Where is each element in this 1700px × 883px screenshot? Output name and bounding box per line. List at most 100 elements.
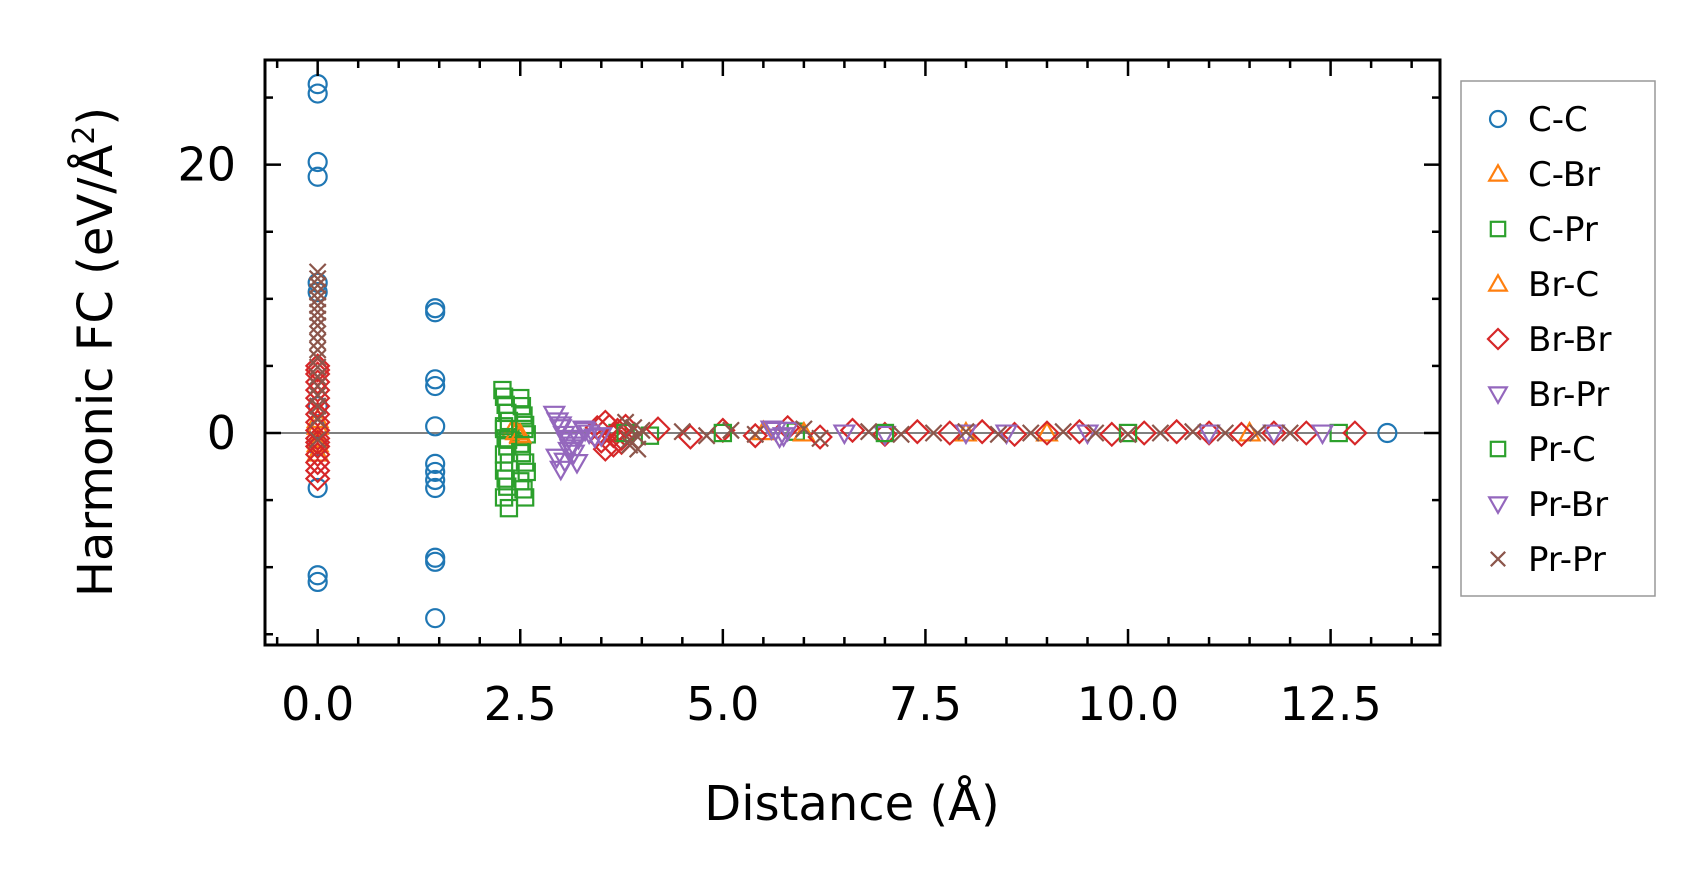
data-point [515, 488, 535, 507]
x-tick-label: 10.0 [1077, 677, 1179, 731]
data-point [512, 396, 532, 416]
data-point [307, 282, 328, 303]
data-point [305, 427, 330, 449]
data-point [304, 377, 331, 403]
data-point [583, 428, 607, 450]
data-point [792, 420, 816, 442]
legend-marker [1488, 109, 1508, 129]
data-point [307, 571, 328, 593]
data-point [308, 332, 327, 351]
y-tick-label: 0 [207, 406, 236, 460]
data-point [807, 424, 833, 450]
data-point [1329, 423, 1348, 443]
data-point [307, 151, 328, 173]
data-point [1163, 418, 1190, 445]
y-axis-label-close: ) [68, 107, 124, 126]
data-point [892, 425, 910, 444]
data-point [499, 498, 519, 518]
data-point [425, 302, 446, 323]
series-pr-br [548, 416, 1286, 451]
legend-label: Br-C [1528, 265, 1599, 305]
data-point [308, 316, 327, 335]
data-point [514, 406, 533, 425]
legend-label: C-Br [1528, 155, 1600, 195]
data-point [308, 310, 327, 328]
data-point [425, 551, 446, 572]
data-point [795, 420, 813, 438]
data-point [304, 401, 331, 428]
data-point [645, 416, 671, 442]
data-point [1228, 421, 1255, 448]
data-point [517, 462, 536, 482]
legend-label: Br-Br [1528, 320, 1612, 360]
data-point [1262, 424, 1286, 446]
data-point [308, 289, 327, 308]
legend-marker [1487, 386, 1509, 406]
data-point [771, 427, 796, 448]
data-point [308, 410, 327, 429]
data-point [425, 469, 446, 491]
data-point [763, 421, 788, 443]
data-point [994, 424, 1019, 446]
data-point [304, 465, 331, 492]
data-point [308, 430, 327, 449]
data-point [425, 369, 446, 390]
data-point [425, 477, 446, 499]
data-point [1035, 420, 1059, 442]
y-tick-label: 20 [177, 138, 236, 192]
tick-labels-layer: 0.0 2.5 5.0 7.5 10.0 12.5 0 20 [177, 138, 1381, 731]
data-point [875, 423, 895, 443]
data-point [859, 422, 878, 441]
legend-item-c-br: C-Br [1487, 155, 1600, 195]
legend-item-br-br: Br-Br [1486, 320, 1612, 360]
data-point [565, 453, 589, 475]
legend-item-c-pr: C-Pr [1489, 210, 1598, 250]
data-point [713, 423, 733, 443]
data-point [697, 426, 716, 445]
data-point [1183, 422, 1202, 441]
data-point [557, 429, 581, 451]
legend: C-C C-Br C-Pr Br-C Br-Br Br-Pr Pr-C Pr-Br Pr-Pr [1460, 80, 1656, 597]
points-layer [304, 74, 1398, 629]
legend-marker [1487, 162, 1509, 182]
data-point [308, 263, 327, 281]
data-point [304, 425, 331, 452]
legend-item-pr-pr: Pr-Pr [1490, 540, 1606, 580]
data-point [544, 448, 569, 470]
data-point [1342, 420, 1368, 446]
data-point [1086, 424, 1105, 442]
data-point [1197, 424, 1221, 446]
data-point [548, 416, 573, 438]
data-point [494, 488, 514, 507]
legend-marker [1487, 496, 1509, 516]
data-point [308, 269, 327, 288]
legend-label: C-C [1528, 100, 1588, 140]
x-tick-label: 7.5 [889, 677, 962, 731]
data-point [954, 424, 978, 446]
data-point [304, 429, 331, 456]
data-point [589, 427, 614, 448]
data-point [308, 283, 327, 301]
data-point [308, 296, 327, 315]
data-point [1151, 424, 1170, 442]
data-point [515, 453, 535, 472]
data-point [746, 425, 765, 444]
series-c-pr [493, 380, 1348, 518]
ticks-layer [265, 60, 1440, 645]
x-tick-label: 12.5 [1279, 677, 1381, 731]
data-point [425, 453, 446, 474]
data-point [612, 413, 639, 440]
legend-marker [1489, 220, 1507, 238]
data-point [1281, 424, 1299, 442]
legend-frame [1460, 80, 1656, 597]
data-point [1118, 423, 1138, 443]
data-point [811, 429, 829, 448]
data-point [307, 83, 328, 104]
legend-label: Br-Pr [1528, 375, 1609, 415]
legend-marker [1490, 551, 1506, 567]
data-point [904, 418, 931, 445]
data-point [304, 441, 331, 468]
x-tick-label: 2.5 [484, 677, 557, 731]
data-point [628, 428, 647, 446]
